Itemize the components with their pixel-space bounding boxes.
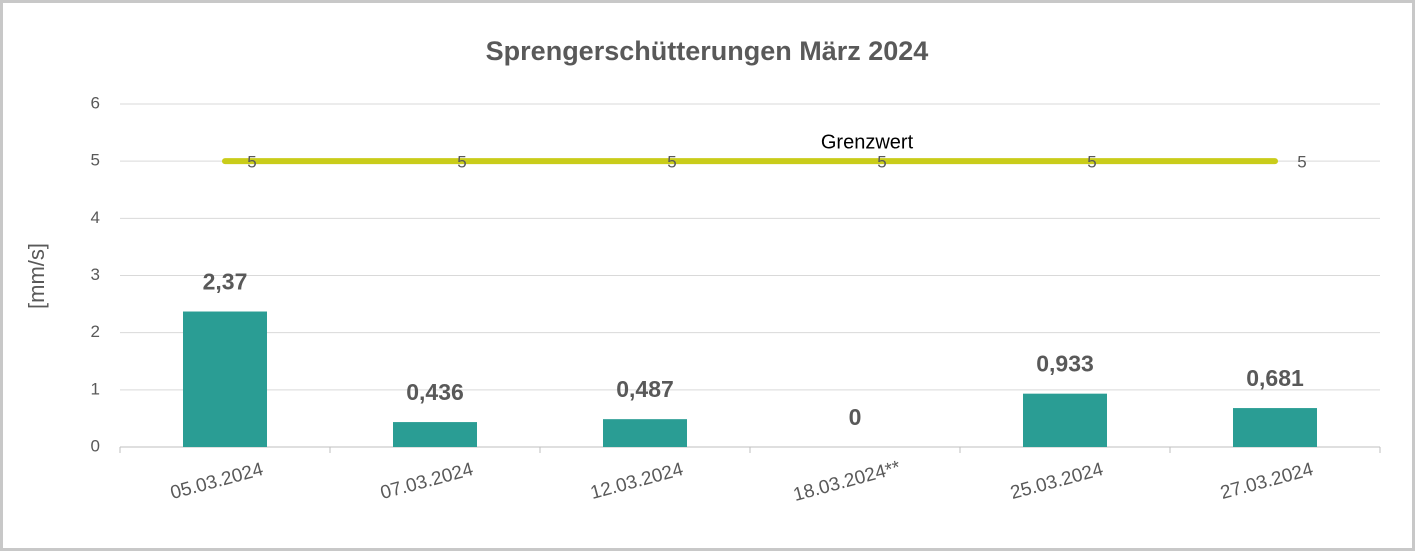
bar xyxy=(1233,408,1317,447)
series-label: Grenzwert xyxy=(821,131,914,153)
data-label: 5 xyxy=(667,153,676,172)
data-label: 0,487 xyxy=(616,376,674,402)
data-label: 5 xyxy=(1087,153,1096,172)
data-label: 0 xyxy=(849,404,862,430)
data-label: 0,436 xyxy=(406,379,464,405)
bar xyxy=(183,311,267,447)
data-label: 5 xyxy=(457,153,466,172)
y-tick-label: 4 xyxy=(91,208,100,227)
chart-title: Sprengerschütterungen März 2024 xyxy=(486,36,929,66)
y-tick-label: 6 xyxy=(91,93,100,112)
data-label: 0,933 xyxy=(1036,351,1094,377)
y-tick-label: 3 xyxy=(91,265,100,284)
data-label: 5 xyxy=(877,153,886,172)
y-tick-label: 0 xyxy=(91,436,100,455)
data-label: 0,681 xyxy=(1246,365,1304,391)
y-tick-label: 5 xyxy=(91,151,100,170)
bar xyxy=(603,419,687,447)
y-tick-label: 2 xyxy=(91,322,100,341)
data-label: 5 xyxy=(1297,153,1306,172)
data-label: 5 xyxy=(247,153,256,172)
data-label: 2,37 xyxy=(203,269,248,295)
bar xyxy=(1023,393,1107,447)
y-axis-label: [mm/s] xyxy=(24,243,49,309)
bar xyxy=(393,422,477,447)
y-tick-label: 1 xyxy=(91,379,100,398)
